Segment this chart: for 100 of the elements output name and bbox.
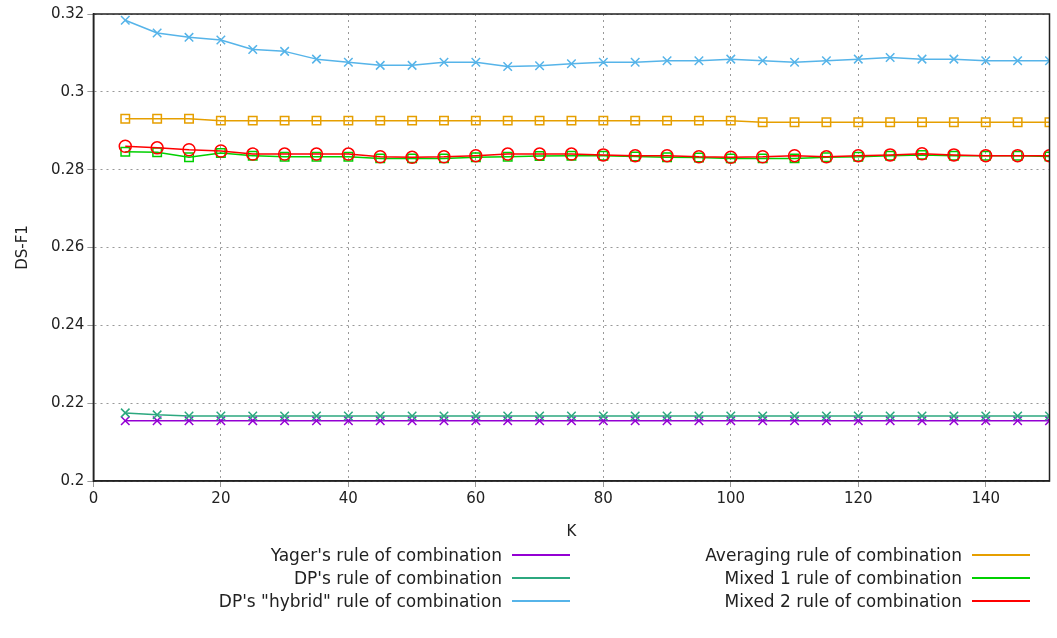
point [343,415,354,426]
point [948,415,959,426]
point [309,147,324,161]
point [184,113,194,124]
point [375,415,386,426]
point [630,115,641,126]
point [470,115,481,126]
point [470,411,481,421]
legend-label: DP's "hybrid" rule of combination [218,591,502,611]
point [789,117,800,128]
point [757,55,768,66]
point [789,153,800,164]
x-tick-label: 40 [338,488,358,507]
point [343,57,354,68]
point [120,15,131,26]
point [150,141,164,155]
point [247,411,258,421]
point [725,415,736,426]
point [534,151,545,162]
point [184,411,194,421]
point [885,117,896,128]
point [311,115,322,126]
y-tick-label: 0.24 [50,315,85,334]
point [341,147,356,161]
point [311,411,322,421]
point [502,411,513,421]
point [438,415,449,426]
point [343,115,354,126]
point [1012,117,1023,128]
y-axis-title: DS-F1 [12,225,31,270]
point [821,117,832,128]
point [789,411,800,421]
point [215,411,226,421]
x-tick-label: 0 [88,488,99,507]
legend-label: Yager's rule of combination [270,545,502,565]
point [885,415,896,426]
point [853,411,864,421]
point [311,151,322,162]
point [534,411,545,421]
point [247,44,258,55]
point [757,117,768,128]
point [948,411,959,421]
legend-label: Averaging rule of combination [705,545,962,565]
point [311,54,322,65]
point [662,152,673,163]
point [757,415,768,426]
point [502,151,513,162]
point [534,115,545,126]
point [853,415,864,426]
point [182,143,196,157]
legend-label: Mixed 2 rule of combination [724,591,962,611]
point [917,54,928,65]
y-tick-label: 0.3 [60,81,85,100]
point [407,60,418,71]
point [853,117,864,128]
point [725,54,736,65]
point [438,115,449,126]
point [598,411,609,421]
point [438,411,449,421]
y-tick-label: 0.2 [60,470,85,489]
point [917,117,928,128]
point [662,115,673,126]
point [247,415,258,426]
x-tick-label: 140 [971,488,1001,507]
point [534,415,545,426]
point [407,415,418,426]
x-axis-title: K [566,521,578,540]
point [184,32,194,43]
point [821,55,832,66]
point [980,415,991,426]
point [566,411,577,421]
point [502,115,513,126]
point [948,54,959,65]
legend-label: Mixed 1 rule of combination [724,568,962,588]
point [980,411,991,421]
point [277,147,292,161]
y-tick-label: 0.26 [50,237,85,256]
point [343,151,354,162]
y-tick-label: 0.32 [50,3,85,22]
point [375,115,386,126]
point [343,411,354,421]
point [502,61,513,72]
point [152,113,163,124]
point [438,57,449,68]
point [184,415,194,426]
point [789,415,800,426]
y-tick-label: 0.28 [50,159,85,178]
point [279,46,290,57]
point [470,152,481,163]
point [1012,55,1023,66]
point [980,117,991,128]
x-tick-label: 20 [211,488,231,507]
point [630,411,641,421]
point [215,35,226,46]
point [725,411,736,421]
point [279,411,290,421]
point [470,415,481,426]
point [1012,411,1023,421]
point [247,115,258,126]
x-tick-label: 80 [593,488,613,507]
